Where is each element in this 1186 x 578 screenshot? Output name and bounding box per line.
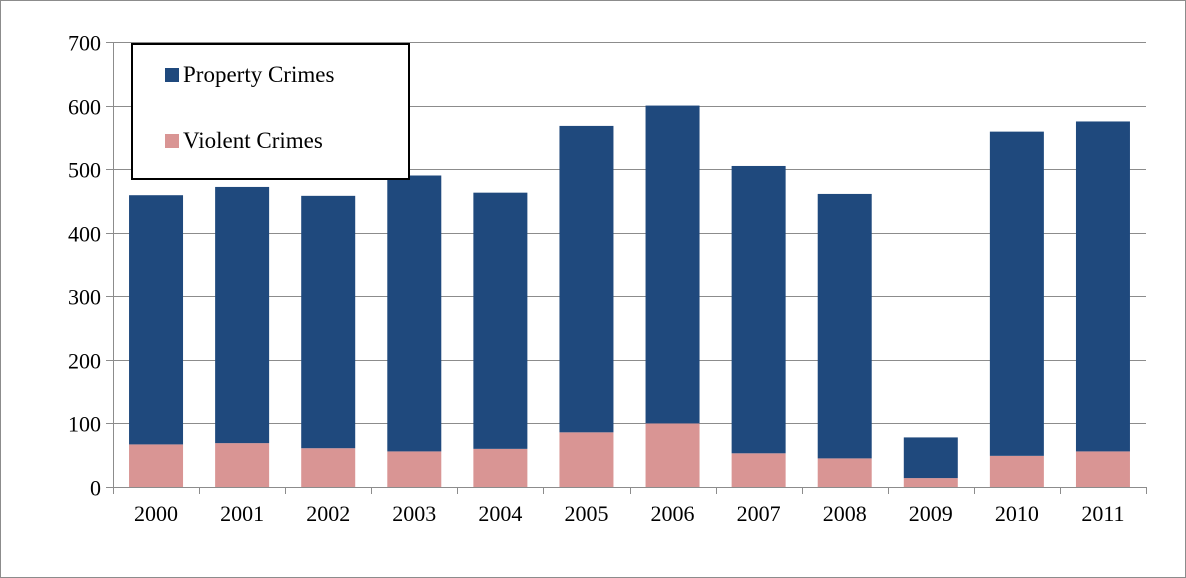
x-tick-label-2008: 2008 [823,501,867,526]
x-tick-labels: 2000 2001 2002 2003 2004 2005 2006 2007 2008 2009… [134,501,1125,526]
y-tick-label-600: 600 [68,95,101,120]
bar-violent-crimes-2004 [473,448,528,487]
bar-violent-crimes-2008 [817,458,872,487]
bar-violent-crimes-2006 [645,423,700,487]
legend-label-property-crimes: Property Crimes [183,62,335,87]
legend-swatch-violent-crimes [165,134,179,148]
bar-property-crimes-2001 [215,186,270,444]
bar-violent-crimes-2000 [129,444,184,487]
bar-property-crimes-2004 [473,192,528,449]
x-tick-label-2003: 2003 [392,501,436,526]
y-tick-label-500: 500 [68,158,101,183]
legend-label-violent-crimes: Violent Crimes [183,128,323,153]
bar-property-crimes-2010 [989,131,1044,456]
bar-violent-crimes-2001 [215,443,270,487]
x-tick-label-2006: 2006 [651,501,695,526]
bar-property-crimes-2003 [387,175,442,452]
x-tick-label-2000: 2000 [134,501,178,526]
x-tick-label-2001: 2001 [220,501,264,526]
bar-property-crimes-2006 [645,105,700,424]
y-tick-label-700: 700 [68,31,101,56]
bar-violent-crimes-2009 [903,478,958,487]
bars [129,105,1130,487]
y-tick-label-200: 200 [68,349,101,374]
bar-violent-crimes-2003 [387,451,442,487]
y-tick-label-300: 300 [68,285,101,310]
y-tick-labels: 0 100 200 300 400 500 600 700 [68,31,101,501]
bar-violent-crimes-2002 [301,448,356,487]
bar-property-crimes-2009 [903,437,958,479]
x-tick-label-2007: 2007 [737,501,781,526]
bar-property-crimes-2007 [731,165,786,454]
y-tick-label-100: 100 [68,412,101,437]
x-tick-label-2002: 2002 [306,501,350,526]
bar-property-crimes-2008 [817,193,872,459]
x-tick-label-2004: 2004 [478,501,522,526]
x-tick-label-2009: 2009 [909,501,953,526]
x-tick-label-2005: 2005 [564,501,608,526]
bar-violent-crimes-2010 [989,455,1044,487]
bar-violent-crimes-2007 [731,453,786,487]
bar-property-crimes-2011 [1075,121,1130,452]
x-tick-label-2011: 2011 [1081,501,1124,526]
axes [106,42,1147,494]
bar-violent-crimes-2011 [1075,451,1130,487]
legend-item-property-crimes: Property Crimes [165,61,334,89]
legend: Property Crimes Violent Crimes [131,43,410,180]
y-tick-label-0: 0 [90,476,101,501]
legend-swatch-property-crimes [165,68,179,82]
bar-property-crimes-2000 [129,195,184,445]
x-tick-label-2010: 2010 [995,501,1039,526]
y-tick-label-400: 400 [68,222,101,247]
bar-property-crimes-2002 [301,195,356,449]
bar-violent-crimes-2005 [559,432,614,487]
bar-property-crimes-2005 [559,125,614,433]
legend-item-violent-crimes: Violent Crimes [165,127,323,155]
